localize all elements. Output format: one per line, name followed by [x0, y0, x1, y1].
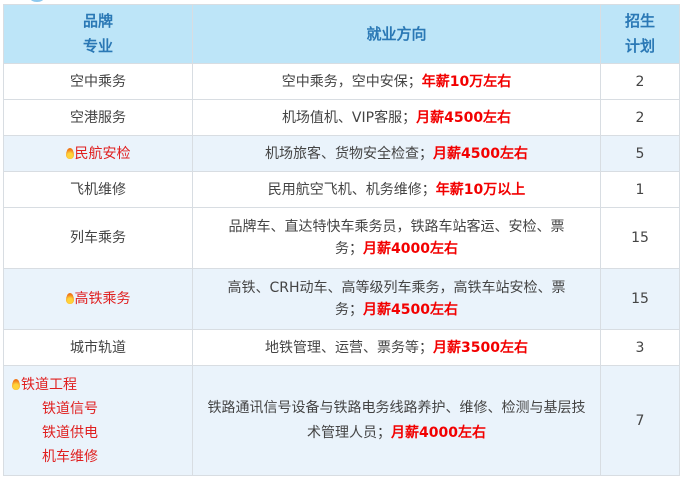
plan-count: 3 [600, 329, 680, 366]
sub-major: 机车维修 [42, 448, 98, 465]
header-text: 专业 [82, 37, 113, 55]
major-table: 品牌 专业 就业方向 招生 计划 空中乘务 空中乘务，空中安保；年薪10万左右 2 空港… [3, 4, 680, 476]
major-name: 空中乘务 [3, 63, 193, 100]
major-name: 铁道工程铁道信号铁道供电机车维修 [3, 365, 193, 476]
plan-count: 5 [600, 135, 680, 172]
desc-text: 民用航空飞机、机务维修； [267, 181, 436, 198]
desc-text: 品牌车、直达特快车乘务员，铁路车站客运、安检、票务； [228, 219, 565, 257]
employment-desc: 民用航空飞机、机务维修；年薪10万以上 [192, 171, 601, 208]
header-text: 品牌 [82, 12, 113, 30]
salary: 月薪4000左右 [391, 424, 486, 441]
employment-desc: 机场旅客、货物安全检查；月薪4500左右 [192, 135, 601, 172]
plan-count: 15 [600, 207, 680, 269]
table-row: 城市轨道 地铁管理、运营、票务等；月薪3500左右 3 [3, 329, 680, 366]
header-row: 品牌专业 就业方向 招生计划 [3, 4, 680, 64]
table-row: 民航安检 机场旅客、货物安全检查；月薪4500左右 5 [3, 135, 680, 172]
table-row: 空港服务 机场值机、VIP客服；月薪4500左右 2 [3, 99, 680, 136]
header-plan: 招生 计划 [600, 4, 680, 64]
header-text: 招生 [624, 12, 655, 30]
employment-desc: 地铁管理、运营、票务等；月薪3500左右 [192, 329, 601, 366]
major-name: 高铁乘务 [3, 268, 193, 330]
table-row: 高铁乘务 高铁、CRH动车、高等级列车乘务，高铁车站安检、票务；月薪4500左右 1… [3, 268, 680, 330]
table-row: 列车乘务 品牌车、直达特快车乘务员，铁路车站客运、安检、票务；月薪4000左右 15 [3, 207, 680, 269]
desc-text: 机场值机、VIP客服； [281, 109, 417, 126]
major-name: 列车乘务 [3, 207, 193, 269]
plan-count: 15 [600, 268, 680, 330]
decoration [30, 0, 44, 2]
employment-desc: 品牌车、直达特快车乘务员，铁路车站客运、安检、票务；月薪4000左右 [192, 207, 601, 269]
table-row: 飞机维修 民用航空飞机、机务维修；年薪10万以上 1 [3, 171, 680, 208]
header-brand-major: 品牌 专业 [3, 4, 193, 64]
desc-text: 空中乘务，空中安保； [281, 73, 422, 90]
salary: 年薪10万以上 [435, 181, 526, 198]
table-row: 铁道工程 铁道信号 铁道供电 机车维修 铁路通讯信号设备与铁路电务线路养护、维修、检测与… [3, 365, 680, 476]
major-name: 空港服务 [3, 99, 193, 136]
employment-desc: 铁路通讯信号设备与铁路电务线路养护、维修、检测与基层技术管理人员；月薪4000左… [192, 365, 601, 476]
major-name: 城市轨道 [3, 329, 193, 366]
sub-major: 铁道信号 [42, 400, 98, 417]
salary: 年薪10万左右 [421, 73, 512, 90]
plan-count: 7 [600, 365, 680, 476]
fire-icon [65, 147, 74, 159]
plan-count: 1 [600, 171, 680, 208]
salary: 月薪4500左右 [433, 145, 528, 162]
sub-major: 铁道供电 [42, 424, 98, 441]
employment-desc: 高铁、CRH动车、高等级列车乘务，高铁车站安检、票务；月薪4500左右 [192, 268, 601, 330]
desc-text: 铁路通讯信号设备与铁路电务线路养护、维修、检测与基层技术管理人员； [207, 399, 586, 441]
employment-desc: 空中乘务，空中安保；年薪10万左右 [192, 63, 601, 100]
desc-text: 高铁、CRH动车、高等级列车乘务，高铁车站安检、票务； [227, 280, 566, 318]
header-employment: 就业方向 [192, 4, 601, 64]
salary: 月薪3500左右 [433, 339, 528, 356]
employment-desc: 机场值机、VIP客服；月薪4500左右 [192, 99, 601, 136]
major-text: 铁道工程 [21, 376, 77, 393]
salary: 月薪4500左右 [363, 302, 458, 318]
salary: 月薪4000左右 [363, 241, 458, 257]
salary: 月薪4500左右 [416, 109, 512, 126]
desc-text: 机场旅客、货物安全检查； [265, 145, 434, 162]
fire-icon [12, 378, 20, 390]
major-name: 民航安检 [3, 135, 193, 172]
major-text: 高铁乘务 [74, 291, 131, 307]
header-text: 计划 [624, 37, 655, 55]
fire-icon [65, 293, 74, 304]
table-row: 空中乘务 空中乘务，空中安保；年薪10万左右 2 [3, 63, 680, 100]
desc-text: 地铁管理、运营、票务等； [265, 339, 434, 356]
major-text: 民航安检 [74, 145, 131, 162]
plan-count: 2 [600, 63, 680, 100]
plan-count: 2 [600, 99, 680, 136]
major-name: 飞机维修 [3, 171, 193, 208]
